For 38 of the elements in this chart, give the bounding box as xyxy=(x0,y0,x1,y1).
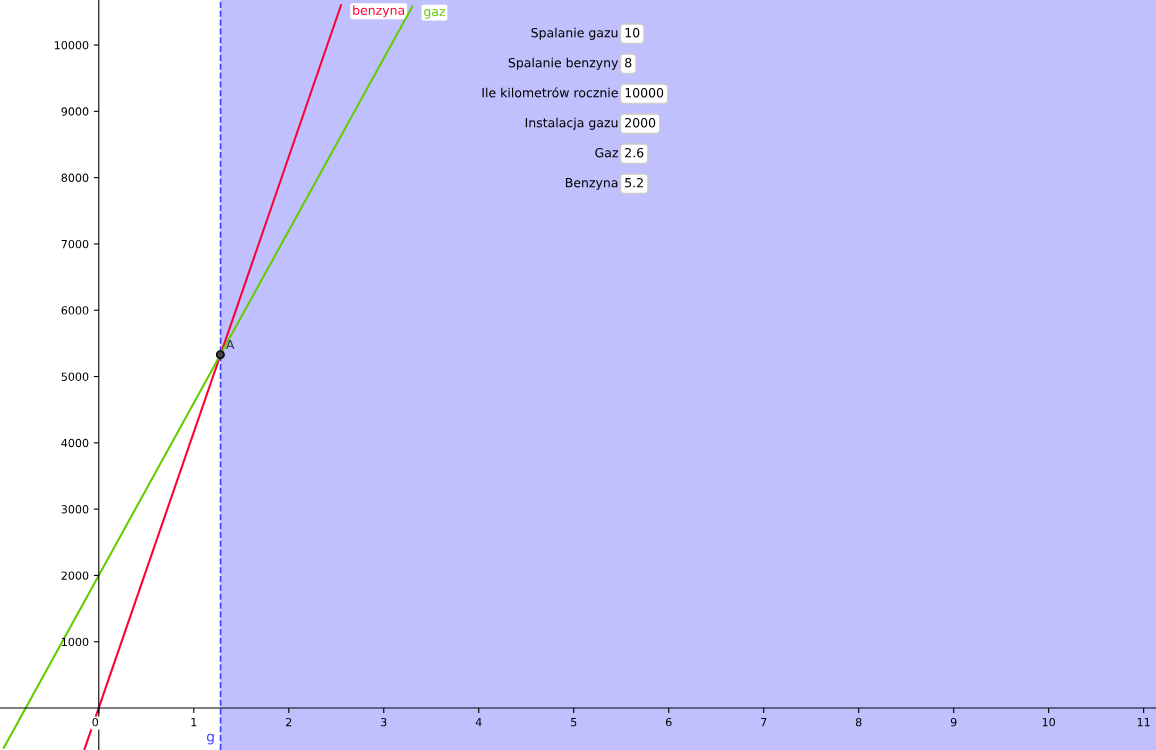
x-tick-label: 2 xyxy=(286,717,292,727)
x-tick-label: 10 xyxy=(1042,717,1055,727)
annotation: 10 xyxy=(625,27,640,38)
x-tick-label: 9 xyxy=(950,717,957,727)
x-tick-label: 3 xyxy=(381,717,387,727)
y-tick-label: 6000 xyxy=(61,306,89,315)
x-tick-label: 11 xyxy=(1137,718,1150,727)
ref-line-label: g xyxy=(206,733,214,745)
series-label: A xyxy=(226,339,235,350)
annotation: Spalanie gazu xyxy=(531,27,618,40)
y-tick-label: 5000 xyxy=(61,372,89,381)
annotation: 5.2 xyxy=(625,177,643,188)
annotation: 2000 xyxy=(625,117,656,128)
y-tick-label: 8000 xyxy=(61,173,89,182)
y-tick-label: 3000 xyxy=(61,505,89,514)
y-tick-label: 10000 xyxy=(54,40,89,50)
y-tick-label: 1000 xyxy=(62,637,89,647)
annotation: Benzyna xyxy=(565,178,618,190)
annotation: 2.6 xyxy=(625,147,644,158)
series-label: benzyna xyxy=(353,5,405,18)
y-tick-label: 4000 xyxy=(61,438,89,448)
y-tick-label: 2000 xyxy=(61,571,89,580)
y-tick-label: 9000 xyxy=(61,107,89,116)
annotation: 10000 xyxy=(625,87,664,98)
annotation: Instalacja gazu xyxy=(525,117,618,130)
annotation: 8 xyxy=(625,57,632,68)
x-tick-label: 5 xyxy=(571,718,577,727)
y-tick-label: 7000 xyxy=(61,239,89,249)
x-tick-label: 8 xyxy=(855,717,862,727)
x-tick-label: 7 xyxy=(761,718,767,727)
annotation: Ile kilometrów rocznie xyxy=(482,87,618,98)
x-tick-label: 6 xyxy=(665,717,672,727)
x-tick-label: 0 xyxy=(92,717,99,727)
annotation: Gaz xyxy=(595,147,618,158)
x-tick-label: 4 xyxy=(475,718,482,727)
annotation: Spalanie benzyny xyxy=(508,57,619,70)
series-label: gaz xyxy=(424,9,445,19)
x-tick-label: 1 xyxy=(191,718,197,727)
